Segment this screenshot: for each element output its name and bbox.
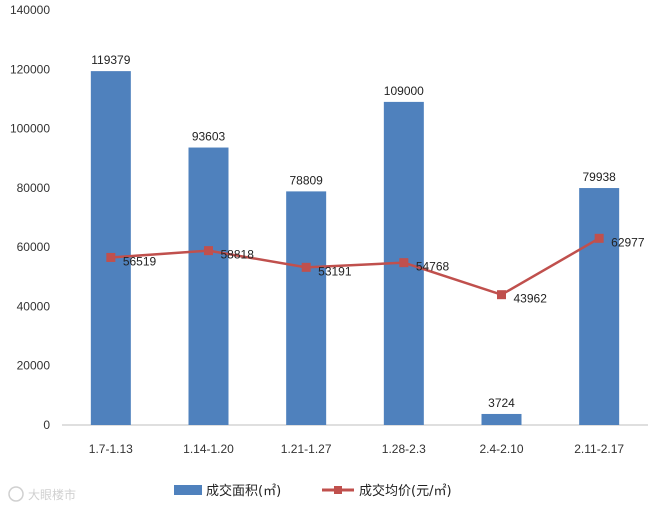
x-tick-label: 1.14-1.20: [183, 442, 234, 456]
line-data-labels: 56519 58818 53191 54768 43962 62977: [123, 235, 645, 305]
line-marker: [301, 262, 311, 272]
line-marker: [399, 258, 409, 268]
y-tick-label: 120000: [10, 62, 50, 76]
bar-data-label: 109000: [384, 84, 424, 98]
line-data-label: 43962: [514, 292, 548, 306]
y-tick-label: 100000: [10, 122, 50, 136]
bar-data-labels: 119379 93603 78809 109000 3724 79938: [91, 53, 616, 410]
bar-series: [90, 71, 620, 426]
x-tick-label: 1.21-1.27: [281, 442, 332, 456]
y-tick-label: 60000: [17, 240, 51, 254]
line-data-label: 54768: [416, 260, 450, 274]
legend-label-line: 成交均价(元/㎡): [359, 483, 452, 499]
x-axis-ticks: 1.7-1.13 1.14-1.20 1.21-1.27 1.28-2.3 2.4-2.…: [89, 442, 625, 456]
line-marker: [106, 252, 116, 262]
bar: [90, 71, 131, 426]
line-data-label: 53191: [318, 264, 352, 278]
y-axis-ticks: 0 20000 40000 60000 80000 100000 120000 140000: [10, 3, 50, 432]
line-marker: [594, 233, 604, 243]
x-tick-label: 1.7-1.13: [89, 442, 133, 456]
watermark-logo-icon: [8, 486, 24, 502]
watermark: 大眼楼市: [8, 486, 76, 502]
legend-swatch-bar: [174, 485, 202, 495]
bar-data-label: 79938: [582, 170, 616, 184]
line-path: [110, 237, 600, 297]
bar-data-label: 93603: [192, 130, 226, 144]
line-data-label: 56519: [123, 254, 157, 268]
y-tick-label: 20000: [17, 359, 51, 373]
legend-swatch-line-marker: [334, 486, 342, 494]
x-tick-label: 2.11-2.17: [574, 442, 624, 456]
bar-data-label: 78809: [289, 173, 323, 187]
y-tick-label: 140000: [10, 3, 50, 17]
y-tick-label: 40000: [17, 299, 51, 313]
bar: [188, 147, 229, 425]
y-tick-label: 0: [43, 418, 50, 432]
legend: 成交面积(㎡) 成交均价(元/㎡): [174, 483, 452, 499]
line-marker: [497, 290, 506, 300]
line-data-label: 62977: [611, 235, 645, 249]
line-data-label: 58818: [221, 248, 255, 262]
x-tick-label: 1.28-2.3: [382, 442, 426, 456]
bar: [481, 413, 522, 425]
y-tick-label: 80000: [17, 181, 51, 195]
x-tick-label: 2.4-2.10: [479, 442, 523, 456]
bar-data-label: 3724: [488, 396, 515, 410]
bar: [286, 191, 327, 425]
watermark-text: 大眼楼市: [28, 487, 76, 502]
bar-data-label: 119379: [91, 53, 130, 67]
line-marker: [204, 246, 213, 256]
line-series: [106, 233, 604, 300]
bar: [579, 188, 620, 425]
legend-label-bar: 成交面积(㎡): [206, 483, 281, 499]
